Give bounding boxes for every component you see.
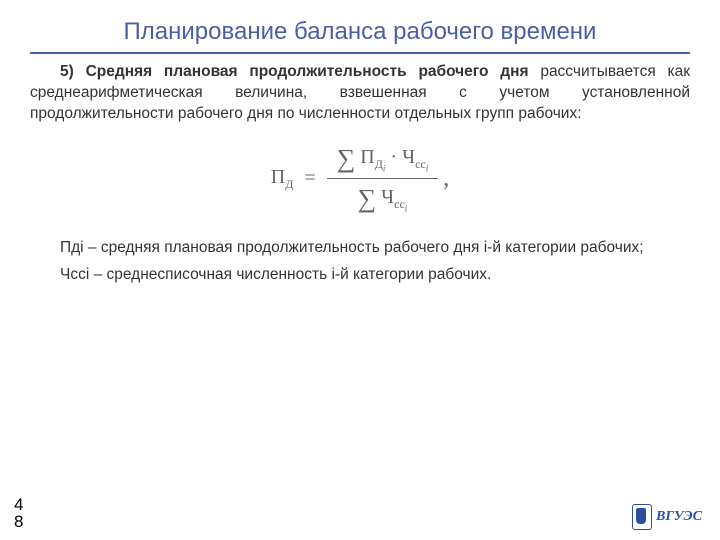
formula-comma: , xyxy=(443,165,449,191)
logo-text: ВГУЭС xyxy=(656,509,702,525)
fraction: ∑ ПДi · Чссi ∑ Чссi xyxy=(327,139,439,218)
page-number: 4 8 xyxy=(14,496,23,530)
definition-1: Пдi – средняя плановая продолжительность… xyxy=(30,238,690,259)
sigma-icon: ∑ xyxy=(337,144,356,173)
intro-paragraph: 5) Средняя плановая продолжительность ра… xyxy=(30,62,690,125)
logo-icon xyxy=(632,504,652,530)
slide-title: Планирование баланса рабочего времени xyxy=(30,18,690,46)
term-bold: Средняя плановая продолжительность рабоч… xyxy=(86,63,529,80)
definition-2: Чссi – среднесписочная численность i-й к… xyxy=(30,265,690,286)
formula: ПД = ∑ ПДi · Чссi ∑ Чссi , xyxy=(271,139,449,218)
point-number: 5) xyxy=(60,63,74,80)
slide: Планирование баланса рабочего времени 5)… xyxy=(0,0,720,540)
title-divider xyxy=(30,52,690,54)
formula-lhs: ПД xyxy=(271,166,299,188)
body-text: 5) Средняя плановая продолжительность ра… xyxy=(30,62,690,286)
equals-sign: = xyxy=(304,167,315,189)
sigma-icon: ∑ xyxy=(358,184,377,213)
denominator: ∑ Чссi xyxy=(327,179,439,218)
logo: ВГУЭС xyxy=(632,504,702,530)
numerator: ∑ ПДi · Чссi xyxy=(327,139,439,179)
formula-block: ПД = ∑ ПДi · Чссi ∑ Чссi , xyxy=(30,139,690,218)
